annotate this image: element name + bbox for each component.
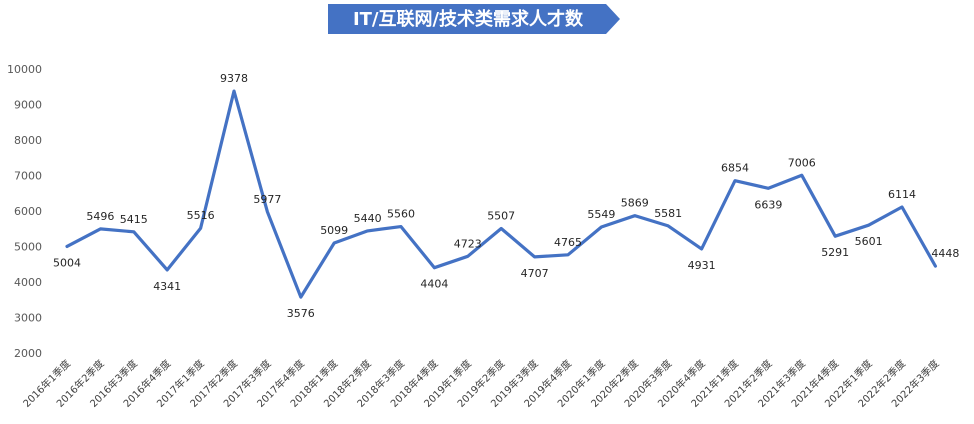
- y-tick-label: 9000: [14, 99, 42, 112]
- data-label: 5415: [120, 213, 148, 226]
- data-label: 4931: [688, 259, 716, 272]
- data-label: 7006: [788, 156, 816, 169]
- data-label: 5507: [487, 210, 515, 223]
- data-label: 6854: [721, 162, 749, 175]
- y-tick-label: 8000: [14, 134, 42, 147]
- data-label: 5560: [387, 208, 415, 221]
- data-label: 5601: [855, 235, 883, 248]
- y-tick-label: 5000: [14, 241, 42, 254]
- y-tick-label: 3000: [14, 312, 42, 325]
- data-label: 9378: [220, 72, 248, 85]
- chart-title: IT/互联网/技术类需求人才数: [328, 4, 620, 34]
- title-banner: [328, 4, 620, 34]
- y-tick-label: 7000: [14, 170, 42, 183]
- chart-title-text: IT/互联网/技术类需求人才数: [353, 8, 584, 30]
- data-label: 4448: [931, 247, 959, 260]
- series-line-path: [65, 89, 938, 299]
- y-tick-label: 2000: [14, 347, 42, 360]
- data-label: 4404: [420, 278, 448, 291]
- y-tick-label: 4000: [14, 276, 42, 289]
- x-axis: 2016年1季度2016年2季度2016年3季度2016年4季度2017年1季度…: [20, 357, 941, 410]
- y-tick-label: 6000: [14, 205, 42, 218]
- data-label: 5004: [53, 256, 81, 269]
- data-label: 3576: [287, 307, 315, 320]
- data-label: 5977: [253, 193, 281, 206]
- data-label: 5496: [86, 210, 114, 223]
- data-label: 5869: [621, 197, 649, 210]
- y-axis: 2000 3000 4000 5000 6000 7000 8000 9000 10000: [7, 63, 42, 360]
- data-label: 5549: [587, 208, 615, 221]
- series-line: [65, 89, 938, 299]
- data-labels: 5004 5496 5415 4341 5516 9378 5977 3576 5099 5440…: [53, 72, 959, 320]
- data-label: 5291: [821, 246, 849, 259]
- y-tick-label: 10000: [7, 63, 42, 76]
- data-label: 6639: [754, 198, 782, 211]
- data-label: 6114: [888, 188, 916, 201]
- data-label: 5516: [187, 209, 215, 222]
- data-label: 5099: [320, 224, 348, 237]
- data-label: 5440: [354, 212, 382, 225]
- data-label: 4723: [454, 237, 482, 250]
- data-label: 4707: [521, 267, 549, 280]
- data-label: 4341: [153, 280, 181, 293]
- data-label: 4765: [554, 236, 582, 249]
- data-label: 5581: [654, 207, 682, 220]
